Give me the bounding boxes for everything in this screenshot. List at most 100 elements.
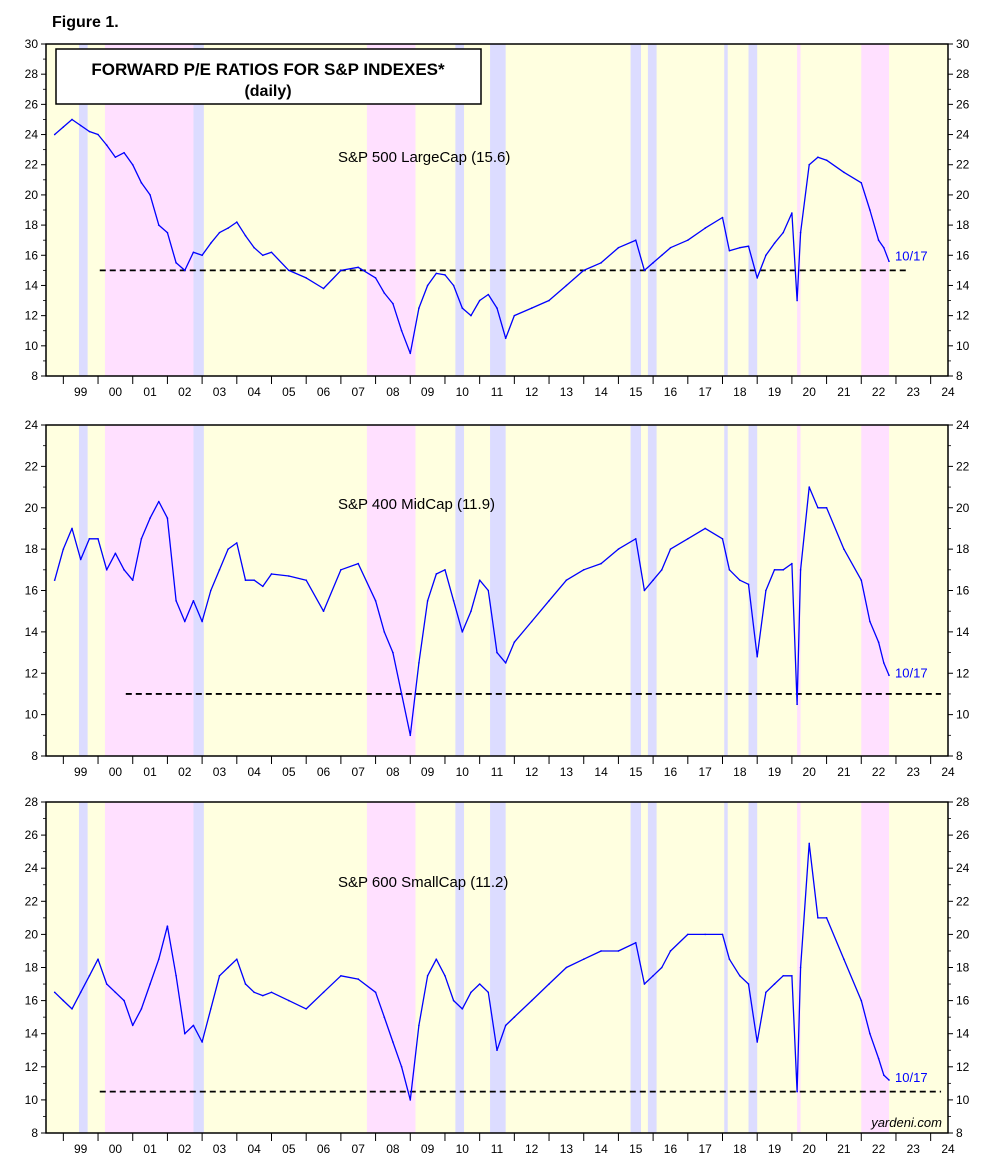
x-tick-label: 22 bbox=[872, 765, 886, 779]
y-tick-label-left: 16 bbox=[25, 584, 39, 598]
data-point bbox=[262, 254, 264, 257]
x-tick-label: 21 bbox=[837, 385, 851, 399]
correction-band bbox=[724, 44, 728, 376]
chart-panel-2: 8 8 10 10 12 12 14 14 16 16 18 18 20 20 22 22 24 24 99 00 01… bbox=[25, 418, 970, 779]
y-tick-label-left: 14 bbox=[25, 625, 39, 639]
data-point bbox=[97, 133, 99, 136]
data-point bbox=[808, 842, 811, 845]
y-tick-label-left: 10 bbox=[25, 708, 39, 722]
y-tick-label-right: 28 bbox=[956, 67, 970, 81]
data-point bbox=[747, 245, 750, 248]
data-point bbox=[888, 260, 890, 263]
data-point bbox=[860, 999, 863, 1002]
data-point bbox=[652, 262, 654, 264]
data-point bbox=[728, 958, 731, 961]
data-point bbox=[426, 284, 429, 287]
data-point bbox=[426, 974, 429, 977]
y-tick-label-right: 24 bbox=[956, 861, 970, 875]
y-tick-label-right: 16 bbox=[956, 994, 970, 1008]
data-point bbox=[97, 958, 99, 961]
data-point bbox=[634, 941, 637, 944]
data-point bbox=[843, 958, 845, 961]
y-tick-label-left: 14 bbox=[25, 278, 39, 292]
y-tick-label-right: 24 bbox=[956, 418, 970, 432]
recession-band bbox=[797, 802, 801, 1133]
data-point bbox=[288, 269, 290, 272]
y-tick-label-right: 12 bbox=[956, 309, 970, 323]
data-point bbox=[808, 163, 811, 166]
data-point bbox=[392, 302, 394, 305]
data-point bbox=[470, 610, 472, 612]
data-point bbox=[253, 246, 255, 249]
data-point bbox=[123, 151, 125, 154]
data-point bbox=[183, 1032, 186, 1035]
recession-band bbox=[104, 802, 194, 1133]
data-point bbox=[62, 999, 65, 1002]
correction-band bbox=[630, 44, 641, 376]
data-point bbox=[617, 950, 620, 952]
data-point bbox=[88, 974, 91, 977]
data-point bbox=[877, 1057, 880, 1060]
correction-band bbox=[193, 802, 204, 1133]
y-tick-label-right: 28 bbox=[956, 795, 970, 809]
title-box-frame bbox=[55, 48, 482, 105]
x-tick-label: 12 bbox=[525, 765, 539, 779]
data-point bbox=[728, 249, 731, 252]
y-tick-label-left: 22 bbox=[25, 459, 39, 473]
data-point bbox=[782, 231, 785, 234]
data-point bbox=[157, 958, 160, 961]
data-point bbox=[817, 506, 819, 509]
data-point bbox=[227, 548, 229, 550]
y-tick-label-right: 8 bbox=[956, 749, 963, 763]
data-point bbox=[400, 1066, 403, 1068]
data-point bbox=[721, 216, 724, 219]
data-point bbox=[487, 991, 490, 994]
data-point bbox=[62, 548, 65, 550]
recession-band bbox=[797, 425, 801, 756]
y-tick-label-left: 20 bbox=[25, 188, 39, 202]
data-point bbox=[843, 548, 845, 550]
y-tick-label-left: 16 bbox=[25, 994, 39, 1008]
recession-band bbox=[861, 425, 890, 756]
y-tick-label-left: 30 bbox=[25, 37, 39, 51]
data-point bbox=[504, 337, 507, 340]
data-point bbox=[114, 156, 117, 158]
data-point bbox=[704, 527, 706, 530]
data-point bbox=[799, 569, 802, 571]
data-point bbox=[71, 118, 73, 121]
data-point bbox=[201, 254, 203, 257]
data-point bbox=[444, 974, 446, 977]
data-point bbox=[123, 569, 125, 571]
data-point bbox=[71, 527, 73, 530]
data-point bbox=[530, 999, 533, 1002]
correction-band bbox=[748, 802, 758, 1133]
data-point bbox=[114, 991, 117, 994]
data-point bbox=[643, 983, 646, 985]
data-point bbox=[71, 1008, 73, 1010]
correction-band bbox=[455, 44, 465, 376]
y-tick-label-right: 12 bbox=[956, 1060, 970, 1074]
x-tick-label: 10 bbox=[456, 1142, 470, 1156]
data-point bbox=[166, 231, 169, 234]
data-point bbox=[262, 994, 264, 997]
data-point bbox=[860, 182, 863, 184]
x-tick-label: 24 bbox=[941, 1142, 955, 1156]
x-tick-label: 18 bbox=[733, 765, 747, 779]
y-tick-label-left: 20 bbox=[25, 501, 39, 515]
data-point bbox=[270, 991, 273, 994]
data-point bbox=[105, 569, 108, 571]
data-point bbox=[79, 558, 82, 561]
data-point bbox=[582, 269, 585, 272]
data-point bbox=[869, 620, 871, 623]
correction-band bbox=[647, 425, 657, 756]
x-tick-label: 22 bbox=[872, 385, 886, 399]
data-point bbox=[791, 562, 793, 565]
y-tick-label-right: 8 bbox=[956, 1126, 963, 1140]
data-point bbox=[452, 284, 455, 287]
data-point bbox=[253, 579, 255, 581]
y-tick-label-right: 10 bbox=[956, 1093, 970, 1107]
data-point bbox=[504, 1024, 507, 1027]
data-point bbox=[88, 537, 91, 540]
y-tick-label-left: 28 bbox=[25, 795, 39, 809]
